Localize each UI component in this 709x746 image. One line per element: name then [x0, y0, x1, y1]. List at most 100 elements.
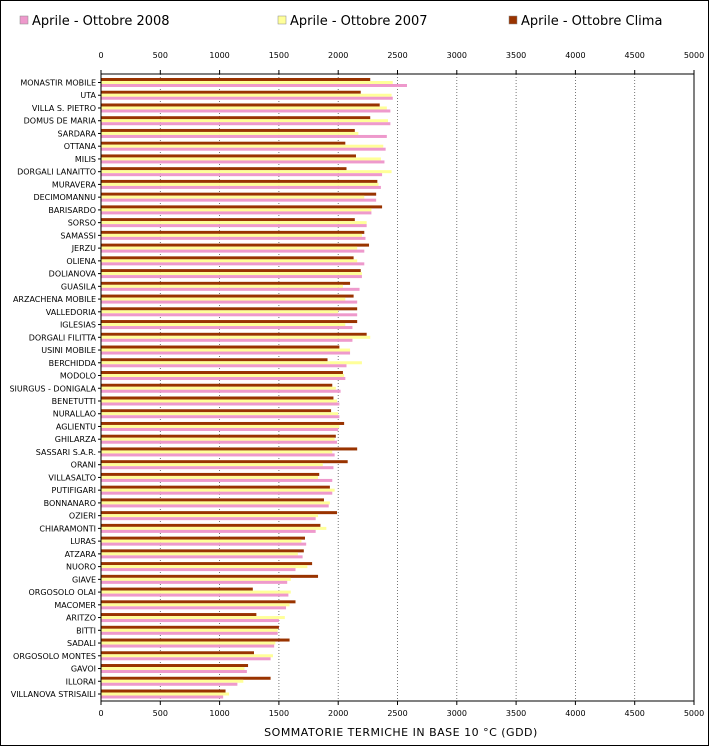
bar-44-1 [101, 641, 276, 645]
bar-34-2 [101, 517, 316, 521]
bar-43-0 [101, 625, 279, 629]
bar-27-0 [101, 421, 345, 425]
top-tick-label-2: 1000 [209, 51, 229, 60]
top-tick-label-1: 500 [153, 51, 168, 60]
bar-11-2 [101, 224, 367, 228]
bar-47-0 [101, 676, 271, 680]
bar-10-0 [101, 205, 383, 209]
bar-42-0 [101, 613, 257, 617]
bar-39-1 [101, 577, 291, 581]
category-label-33: BONNANARO [44, 499, 96, 508]
bar-45-2 [101, 657, 271, 661]
bar-4-1 [101, 131, 359, 135]
category-label-42: ARITZO [66, 614, 96, 623]
bar-19-0 [101, 320, 358, 324]
bar-43-1 [101, 628, 278, 632]
category-label-21: USINI MOBILE [41, 346, 96, 355]
bar-3-2 [101, 122, 391, 126]
bar-6-0 [101, 154, 356, 158]
bar-22-2 [101, 364, 347, 368]
bar-18-2 [101, 313, 358, 317]
bottom-tick-label-9: 4500 [625, 709, 645, 718]
bar-22-0 [101, 358, 328, 362]
category-label-38: NUORO [66, 563, 96, 572]
top-tick-label-5: 2500 [387, 51, 407, 60]
bottom-tick-label-8: 4000 [565, 709, 585, 718]
bar-32-0 [101, 485, 330, 489]
bar-30-2 [101, 466, 334, 470]
category-label-11: SORSO [68, 219, 96, 228]
bottom-tick-label-1: 500 [153, 709, 168, 718]
category-label-31: VILLASALTO [48, 473, 96, 482]
bar-6-1 [101, 157, 381, 161]
category-label-8: MURAVERA [52, 180, 97, 189]
category-label-44: SADALI [67, 639, 96, 648]
bottom-tick-label-10: 5000 [684, 709, 704, 718]
bar-31-0 [101, 472, 320, 476]
bar-46-1 [101, 667, 245, 671]
bar-40-0 [101, 587, 253, 591]
bar-45-1 [101, 654, 273, 658]
bar-17-0 [101, 294, 354, 298]
category-label-43: BITTI [76, 626, 96, 635]
bar-7-1 [101, 170, 392, 174]
category-label-34: OZIERI [69, 512, 96, 521]
bar-23-1 [101, 374, 345, 378]
top-tick-label-10: 5000 [684, 51, 704, 60]
category-label-40: ORGOSOLO OLAI [28, 588, 96, 597]
category-label-47: ILLORAI [66, 677, 96, 686]
bar-30-1 [101, 463, 323, 467]
bar-5-0 [101, 141, 346, 145]
category-label-17: ARZACHENA MOBILE [13, 295, 96, 304]
bar-45-0 [101, 651, 254, 655]
category-label-26: NURALLAO [53, 410, 96, 419]
bar-29-1 [101, 450, 333, 454]
category-label-18: VALLEDORIA [46, 308, 97, 317]
bar-2-2 [101, 109, 391, 113]
category-label-2: VILLA S. PIETRO [32, 104, 96, 113]
bottom-tick-label-0: 0 [98, 709, 103, 718]
bar-33-0 [101, 498, 324, 502]
bar-22-1 [101, 361, 362, 365]
bar-34-1 [101, 514, 319, 518]
bar-8-0 [101, 179, 378, 183]
category-label-48: VILLANOVA STRISAILI [11, 690, 96, 699]
bar-11-1 [101, 221, 367, 225]
x-axis-label: SOMMATORIE TERMICHE IN BASE 10 °C (GDD) [264, 726, 538, 739]
bar-40-1 [101, 590, 291, 594]
category-label-20: DORGALI FILITTA [29, 333, 97, 342]
top-tick-label-8: 4000 [565, 51, 585, 60]
bar-20-0 [101, 332, 367, 336]
bar-26-1 [101, 412, 339, 416]
category-label-32: PUTIFIGARI [52, 486, 96, 495]
bottom-tick-label-2: 1000 [209, 709, 229, 718]
bar-27-1 [101, 424, 340, 428]
category-label-30: ORANI [71, 461, 96, 470]
bar-21-2 [101, 351, 351, 355]
bar-42-1 [101, 616, 285, 620]
legend: Aprile - Ottobre 2008 Aprile - Ottobre 20… [19, 14, 662, 29]
bar-28-1 [101, 437, 335, 441]
bar-24-0 [101, 383, 333, 387]
bar-23-2 [101, 377, 346, 381]
category-label-4: SARDARA [58, 129, 97, 138]
category-label-16: GUASILA [61, 282, 97, 291]
bar-37-0 [101, 549, 304, 553]
bar-8-1 [101, 182, 379, 186]
bar-32-1 [101, 488, 335, 492]
bar-10-2 [101, 211, 372, 215]
bar-38-2 [101, 568, 296, 572]
bar-20-2 [101, 338, 353, 342]
category-label-46: GAVOI [71, 665, 96, 674]
bar-42-2 [101, 619, 279, 623]
bar-2-0 [101, 103, 380, 107]
bar-6-2 [101, 160, 385, 164]
bar-32-2 [101, 491, 333, 495]
top-tick-label-0: 0 [98, 51, 103, 60]
bar-24-1 [101, 386, 336, 390]
bar-16-2 [101, 287, 360, 291]
bar-3-1 [101, 119, 389, 123]
category-label-3: DOMUS DE MARIA [24, 117, 97, 126]
legend-label-1: Aprile - Ottobre 2007 [290, 14, 428, 29]
category-label-5: OTTANA [64, 142, 97, 151]
